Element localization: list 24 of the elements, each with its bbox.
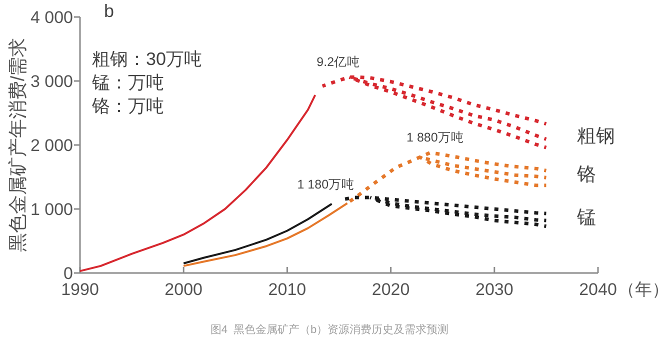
y-tick-label: 0 bbox=[64, 264, 73, 283]
caption: 图4 黑色金属矿产（b）资源消费历史及需求预测 bbox=[210, 323, 449, 336]
x-tick-label: 2030 bbox=[475, 280, 514, 299]
y-tick-label: 1 000 bbox=[30, 200, 73, 219]
y-tick-label: 2 000 bbox=[30, 136, 73, 155]
annotation: 铬：万吨 bbox=[91, 96, 164, 116]
annotation: 1 180万吨 bbox=[297, 177, 355, 192]
annotation: 锰：万吨 bbox=[91, 72, 164, 92]
x-axis-title: （年） bbox=[618, 280, 659, 299]
x-tick-label: 2040 bbox=[579, 280, 617, 299]
y-axis-title: 黑色金属矿产年消费/需求 bbox=[7, 38, 29, 252]
x-tick-label: 2020 bbox=[372, 280, 410, 299]
x-tick-label: 2000 bbox=[164, 280, 203, 299]
annotation: b bbox=[104, 1, 114, 21]
y-tick-label: 3 000 bbox=[30, 72, 73, 91]
annotation: 粗钢：30万吨 bbox=[92, 49, 202, 69]
annotation: 1 880万吨 bbox=[406, 130, 464, 145]
x-tick-label: 2010 bbox=[268, 280, 306, 299]
annotation: 9.2亿吨 bbox=[316, 55, 360, 70]
series-label: 锰 bbox=[576, 208, 596, 229]
x-tick-label: 1990 bbox=[61, 280, 99, 299]
series-label: 铬 bbox=[576, 164, 596, 186]
y-tick-label: 4 000 bbox=[30, 8, 73, 27]
series-label: 粗钢 bbox=[577, 126, 616, 148]
